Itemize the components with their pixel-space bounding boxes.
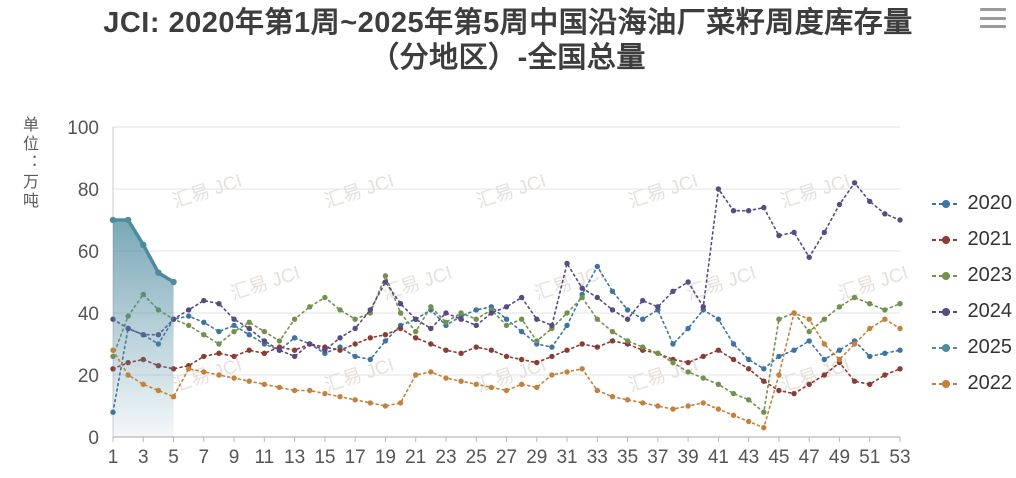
svg-text:45: 45 — [768, 447, 789, 468]
series-2025 — [109, 216, 177, 437]
area-fill-2025 — [113, 220, 174, 437]
svg-text:33: 33 — [587, 447, 608, 468]
svg-text:17: 17 — [345, 447, 366, 468]
chart-title: JCI: 2020年第1周~2025年第5周中国沿海油厂菜籽周度库存量（分地区）… — [103, 7, 913, 75]
svg-text:53: 53 — [889, 447, 910, 468]
y-axis-unit-label: 单位：万吨 — [20, 116, 37, 211]
svg-text:47: 47 — [799, 447, 820, 468]
svg-text:7: 7 — [199, 447, 210, 468]
watermark: 汇易 JCI — [228, 262, 303, 305]
menu-icon[interactable] — [980, 8, 1006, 28]
svg-text:11: 11 — [254, 447, 274, 468]
svg-text:15: 15 — [314, 447, 335, 468]
watermarks: 汇易 JCI 汇易 JCI 汇易 JCI 汇易 JCI 汇易 JCI 汇易 JCI 汇易 J… — [170, 170, 911, 397]
series-line-2024 — [112, 181, 901, 358]
svg-text:37: 37 — [647, 447, 668, 468]
legend-item-2023[interactable]: 2023 — [931, 264, 1013, 287]
svg-text:21: 21 — [405, 447, 426, 468]
legend-label-2023: 2023 — [967, 264, 1013, 286]
x-axis-labels: 1 3 5 7 9 11 13 15 17 19 21 23 25 27 29 31 33 35 37 39 41 43 4… — [108, 437, 911, 468]
svg-text:80: 80 — [78, 180, 99, 201]
svg-text:41: 41 — [708, 447, 729, 468]
menu-bar — [980, 8, 1006, 11]
legend-item-2024[interactable]: 2024 — [931, 300, 1013, 323]
svg-text:43: 43 — [738, 447, 759, 468]
svg-text:100: 100 — [67, 118, 99, 139]
watermark: 汇易 JCI — [474, 170, 549, 213]
svg-text:5: 5 — [168, 447, 179, 468]
svg-text:3: 3 — [138, 447, 149, 468]
legend-marker-2025 — [931, 343, 960, 352]
svg-text:1: 1 — [108, 447, 119, 468]
legend-marker-2022 — [931, 379, 960, 388]
svg-text:60: 60 — [78, 242, 99, 263]
watermark: 汇易 JCI — [836, 262, 911, 305]
watermark: 汇易 JCI — [380, 262, 455, 305]
svg-text:19: 19 — [375, 447, 396, 468]
series-2020 — [110, 263, 903, 415]
series-2024 — [110, 180, 903, 360]
y-axis-labels: 0 20 40 60 80 100 — [67, 118, 99, 449]
legend-marker-2024 — [931, 307, 960, 316]
watermark: 汇易 JCI — [626, 170, 701, 213]
watermark: 汇易 JCI — [684, 262, 759, 305]
legend-item-2021[interactable]: 2021 — [931, 228, 1013, 251]
legend-label-2022: 2022 — [967, 372, 1013, 394]
svg-text:23: 23 — [435, 447, 456, 468]
svg-text:9: 9 — [229, 447, 240, 468]
legend-marker-2020 — [931, 199, 960, 208]
series-line-2022 — [112, 311, 901, 429]
svg-text:0: 0 — [88, 428, 99, 449]
legend-item-2025[interactable]: 2025 — [931, 336, 1013, 359]
svg-text:13: 13 — [284, 447, 305, 468]
svg-text:25: 25 — [466, 447, 487, 468]
watermark: 汇易 JCI — [170, 170, 245, 213]
svg-text:29: 29 — [526, 447, 547, 468]
svg-text:39: 39 — [678, 447, 699, 468]
series-2022 — [110, 310, 903, 431]
svg-text:49: 49 — [829, 447, 850, 468]
watermark: 汇易 JCI — [322, 170, 397, 213]
legend-marker-2023 — [931, 271, 960, 280]
legend-item-2020[interactable]: 2020 — [931, 192, 1013, 215]
legend-label-2025: 2025 — [967, 336, 1013, 358]
svg-text:51: 51 — [859, 447, 880, 468]
menu-bar — [980, 16, 1006, 20]
svg-text:40: 40 — [78, 304, 99, 325]
legend-marker-2021 — [931, 235, 960, 244]
legend-label-2024: 2024 — [967, 300, 1013, 322]
legend-label-2021: 2021 — [967, 228, 1013, 250]
svg-text:35: 35 — [617, 447, 638, 468]
svg-text:31: 31 — [556, 447, 577, 468]
svg-text:20: 20 — [78, 366, 99, 387]
legend-item-2022[interactable]: 2022 — [931, 372, 1013, 395]
watermark: 汇易 JCI — [778, 170, 853, 213]
menu-bar — [980, 25, 1006, 28]
series-2021 — [110, 325, 903, 397]
svg-text:27: 27 — [496, 447, 517, 468]
legend: 2020 2021 2023 2024 2025 2022 — [931, 192, 1013, 395]
legend-label-2020: 2020 — [967, 192, 1013, 214]
